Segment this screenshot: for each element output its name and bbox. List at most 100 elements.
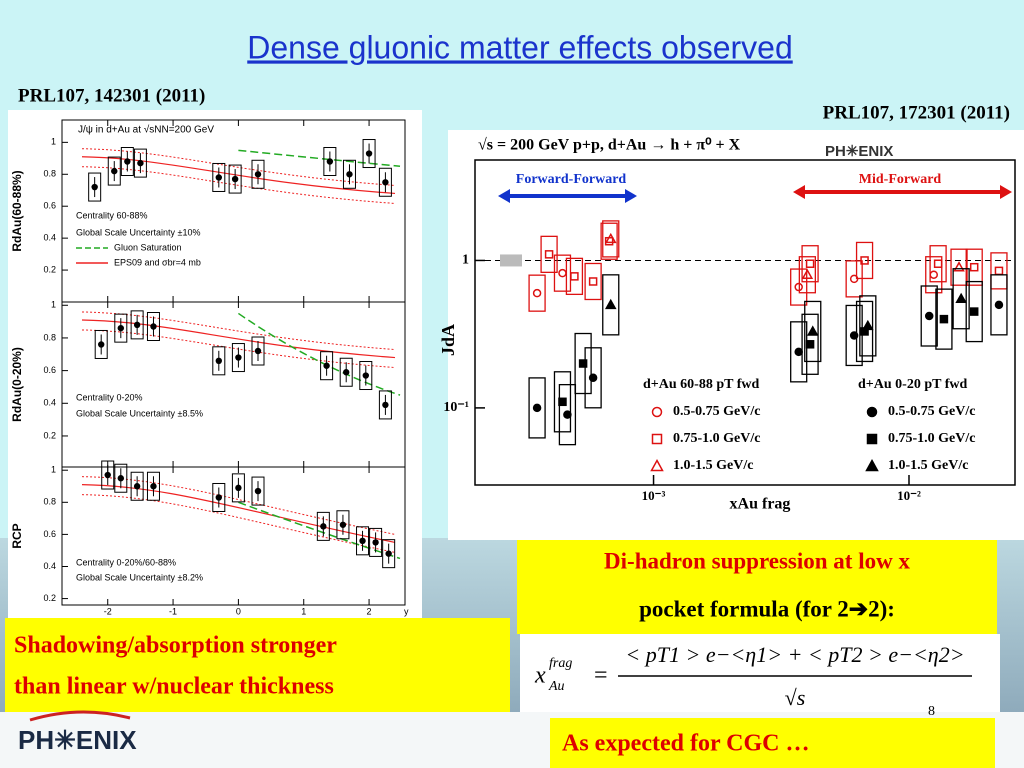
systematic-box bbox=[212, 162, 226, 192]
systematic-box bbox=[130, 310, 144, 340]
data-point bbox=[570, 272, 579, 281]
data-point bbox=[235, 354, 242, 361]
data-point bbox=[969, 262, 979, 272]
data-point bbox=[339, 521, 347, 528]
systematic-box bbox=[528, 377, 546, 439]
y-tick-label: 0.8 bbox=[43, 497, 56, 507]
panel-note: Centrality 0-20%/60-88% bbox=[76, 557, 176, 567]
systematic-box bbox=[212, 346, 226, 376]
data-point bbox=[544, 250, 554, 259]
systematic-box bbox=[859, 295, 877, 357]
y-tick-label: 1 bbox=[51, 465, 56, 475]
y-tick-label: 0.6 bbox=[43, 201, 56, 211]
data-point bbox=[104, 471, 111, 479]
systematic-box bbox=[231, 343, 245, 373]
data-point bbox=[650, 458, 664, 472]
data-point bbox=[215, 494, 222, 501]
systematic-box bbox=[855, 241, 874, 280]
data-point bbox=[578, 359, 588, 368]
formula-part: √s bbox=[785, 685, 806, 710]
systematic-box bbox=[990, 274, 1008, 336]
data-point bbox=[117, 475, 125, 482]
systematic-box bbox=[378, 390, 392, 420]
data-point bbox=[346, 171, 353, 178]
callout-text: than linear w/nuclear thickness bbox=[14, 674, 334, 700]
data-point bbox=[805, 340, 815, 349]
systematic-box bbox=[801, 245, 819, 283]
data-point bbox=[215, 357, 222, 365]
systematic-box bbox=[584, 262, 602, 301]
data-point bbox=[651, 406, 663, 418]
data-point bbox=[137, 159, 144, 167]
systematic-box bbox=[251, 476, 265, 506]
y-tick-label: 0.4 bbox=[43, 561, 56, 571]
formula-part: frag bbox=[549, 656, 572, 671]
systematic-box bbox=[584, 347, 602, 409]
data-point bbox=[117, 324, 125, 332]
reference: PRL107, 172301 (2011) bbox=[823, 102, 1010, 123]
data-point bbox=[91, 183, 98, 191]
panel-note: Global Scale Uncertainty ±8.5% bbox=[76, 408, 203, 418]
data-point bbox=[385, 550, 392, 557]
region-label: Mid-Forward bbox=[859, 172, 942, 187]
legend-label: 1.0-1.5 GeV/c bbox=[673, 458, 753, 473]
y-tick-label: 0.2 bbox=[43, 593, 56, 603]
model-curve bbox=[81, 156, 396, 195]
systematic-box bbox=[798, 256, 816, 294]
systematic-box bbox=[965, 248, 983, 286]
x-axis-label: y bbox=[404, 606, 409, 616]
data-point bbox=[604, 232, 617, 244]
y-tick-label: 1 bbox=[51, 300, 56, 310]
systematic-box bbox=[920, 285, 938, 347]
data-point bbox=[860, 256, 869, 265]
systematic-box bbox=[925, 256, 943, 294]
systematic-box bbox=[935, 288, 953, 350]
formula-box bbox=[520, 634, 1000, 712]
legend-label: 0.75-1.0 GeV/c bbox=[888, 431, 975, 446]
right-figure: √s = 200 GeV p+p, d+Au → h + π⁰ + X PH✳EN… bbox=[438, 137, 1016, 513]
systematic-box bbox=[130, 471, 144, 501]
panel-note: Global Scale Uncertainty ±10% bbox=[76, 227, 201, 237]
systematic-box bbox=[965, 280, 983, 343]
systematic-box bbox=[952, 268, 970, 330]
saturation-curve bbox=[238, 149, 401, 168]
legend-label: 0.5-0.75 GeV/c bbox=[888, 404, 975, 419]
legend-label: 1.0-1.5 GeV/c bbox=[888, 458, 968, 473]
region-label: Forward-Forward bbox=[516, 172, 627, 187]
x-axis-label: xAu frag bbox=[730, 496, 791, 513]
systematic-box bbox=[251, 336, 265, 366]
systematic-box bbox=[320, 351, 334, 381]
slide-title: Dense gluonic matter effects observed bbox=[247, 29, 792, 65]
systematic-box bbox=[378, 167, 392, 197]
x-tick-label: 10⁻³ bbox=[642, 488, 666, 503]
systematic-box bbox=[855, 300, 874, 363]
data-point bbox=[862, 319, 874, 331]
systematic-box bbox=[339, 357, 353, 387]
y-tick-label: 0.4 bbox=[43, 233, 56, 243]
model-curve bbox=[81, 484, 396, 544]
y-axis-label: RdAu(60-88%) bbox=[10, 170, 24, 251]
callout-box bbox=[5, 618, 510, 712]
systematic-box bbox=[356, 526, 370, 556]
data-point bbox=[254, 171, 262, 178]
systematic-box bbox=[342, 159, 356, 189]
panel-note: Centrality 60-88% bbox=[76, 210, 148, 220]
model-curve bbox=[81, 319, 396, 359]
plot-frame bbox=[474, 159, 1016, 486]
data-point bbox=[558, 397, 567, 407]
data-point bbox=[651, 433, 663, 445]
data-point bbox=[150, 323, 157, 330]
x-tick-label: 0 bbox=[236, 606, 241, 616]
model-band bbox=[81, 329, 396, 369]
systematic-box bbox=[114, 313, 128, 343]
systematic-box bbox=[316, 511, 330, 541]
y-tick-label: 0.8 bbox=[43, 332, 56, 342]
data-point bbox=[320, 523, 327, 530]
systematic-box bbox=[231, 473, 245, 503]
saturation-curve bbox=[237, 312, 401, 396]
y-axis-label: RdAu(0-20%) bbox=[10, 347, 24, 422]
x-tick-label: -2 bbox=[104, 606, 112, 616]
data-point bbox=[994, 300, 1004, 310]
systematic-box bbox=[146, 471, 160, 501]
formula-part: Au bbox=[548, 679, 565, 694]
